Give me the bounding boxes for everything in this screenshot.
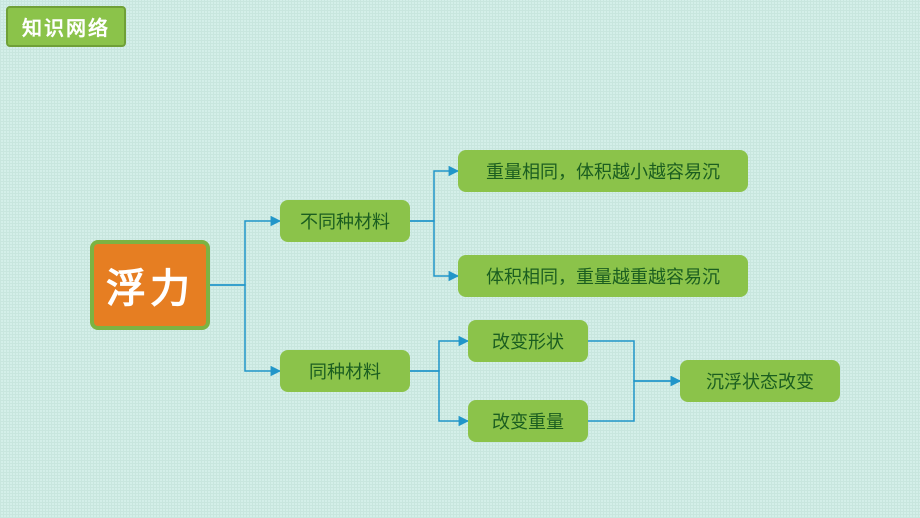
node-label-result: 沉浮状态改变 [706, 368, 814, 394]
node-branch1: 不同种材料 [280, 200, 410, 242]
node-label-branch1: 不同种材料 [300, 208, 390, 234]
node-label-leaf1: 重量相同，体积越小越容易沉 [486, 158, 720, 184]
node-root: 浮力 [90, 240, 210, 330]
node-label-leaf4: 改变重量 [492, 408, 564, 434]
node-leaf3: 改变形状 [468, 320, 588, 362]
node-label-leaf2: 体积相同，重量越重越容易沉 [486, 263, 720, 289]
node-leaf2: 体积相同，重量越重越容易沉 [458, 255, 748, 297]
node-branch2: 同种材料 [280, 350, 410, 392]
node-leaf4: 改变重量 [468, 400, 588, 442]
header-badge: 知识网络 [6, 6, 126, 47]
node-leaf1: 重量相同，体积越小越容易沉 [458, 150, 748, 192]
node-label-branch2: 同种材料 [309, 358, 381, 384]
node-label-leaf3: 改变形状 [492, 328, 564, 354]
node-label-root: 浮力 [106, 256, 194, 314]
header-label: 知识网络 [22, 18, 110, 40]
node-result: 沉浮状态改变 [680, 360, 840, 402]
